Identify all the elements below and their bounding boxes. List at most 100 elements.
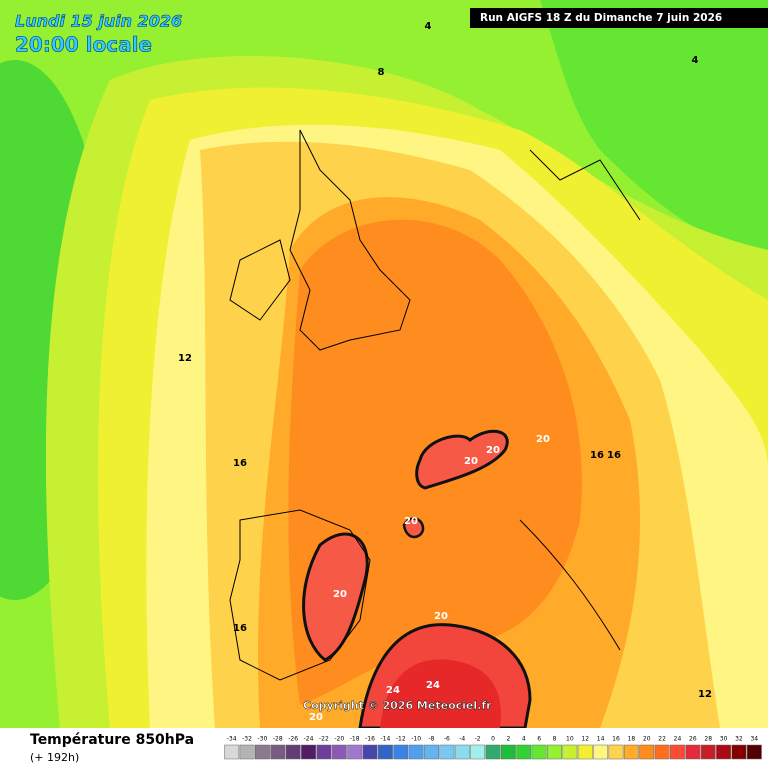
footer-subtitle: (+ 192h) [30,751,79,764]
legend-tick-label: 16 [612,736,620,743]
legend-swatch [531,744,547,760]
legend-swatch [224,744,240,760]
legend-swatch [454,744,470,760]
coastline [289,129,411,351]
contour-20 [415,429,509,490]
legend-tick-label: 32 [735,736,743,743]
legend-swatch [623,744,639,760]
contour-label: 12 [698,689,712,700]
legend-tick-label: -10 [411,736,421,743]
legend-swatch [362,744,378,760]
coastline [229,239,291,321]
legend-swatch [547,744,562,760]
legend-tick-label: 0 [491,736,495,743]
contour-label: 8 [378,67,385,78]
legend-tick-label: 22 [658,736,666,743]
legend-tick-label: 14 [597,736,605,743]
coastlines [229,129,641,681]
legend-swatch [239,744,255,760]
legend-tick-label: -24 [304,736,314,743]
legend-swatch [516,744,532,760]
contour-label: 20 [333,589,347,600]
legend-tick-label: 12 [581,736,589,743]
legend-swatch [562,744,578,760]
legend-swatch [700,744,716,760]
legend-tick-label: -20 [334,736,344,743]
copyright: Copyright © 2026 Meteociel.fr [303,699,492,712]
legend-swatch [408,744,424,760]
legend-swatch [485,744,501,760]
contour-label: 16 [233,623,247,634]
legend-swatch [639,744,655,760]
legend-swatch [393,744,409,760]
contour-label: 16 [233,458,247,469]
legend-tick-label: 34 [750,736,758,743]
contour-label: 24 [386,685,400,696]
legend-swatch [654,744,670,760]
legend-swatch [593,744,609,760]
color-legend: -34 -32 -30 -28 -26 -24 -22 -20 -18 -16 -14 -12 -10-… [224,736,762,760]
legend-swatch [254,744,270,760]
legend-tick-label: 30 [720,736,728,743]
legend-tick-label: -12 [396,736,406,743]
legend-tick-label: -28 [273,736,283,743]
legend-swatch [331,744,347,760]
legend-tick-label: -2 [475,736,481,743]
coastline [519,149,641,651]
run-box [470,8,768,28]
contour-label: 12 [178,353,192,364]
legend-swatch [731,744,747,760]
footer-title: Température 850hPa [30,732,194,748]
legend-swatch [316,744,332,760]
legend-swatch [301,744,316,760]
coastline [229,509,371,681]
legend-tick-label: 26 [689,736,697,743]
legend-tick-label: -4 [459,736,465,743]
legend-tick-label: 28 [704,736,712,743]
legend-tick-label: 18 [628,736,636,743]
contour-label: 20 [434,611,448,622]
contour-label: 20 [404,516,418,527]
legend-swatch [746,744,762,760]
contour-label: 24 [426,680,440,691]
legend-tick-label: -18 [350,736,360,743]
band-red [380,659,501,728]
legend-swatch [500,744,516,760]
legend-swatch [377,744,393,760]
legend-swatch [608,744,624,760]
legend-tick-label: 6 [537,736,541,743]
contour-label: 20 [486,445,500,456]
contour-20 [302,532,369,662]
run-label: Run AIGFS 18 Z du Dimanche 7 juin 2026 [480,12,722,24]
legend-swatch [424,744,439,760]
legend-swatch [270,744,286,760]
contour-20 [402,517,425,539]
legend-swatch [577,744,593,760]
legend-tick-label: -32 [242,736,252,743]
contour-label: 20 [464,456,478,467]
contour-label: 16 [590,450,604,461]
legend-swatch [285,744,301,760]
legend-swatch [439,744,455,760]
legend-swatch [670,744,685,760]
legend-tick-label: 24 [674,736,682,743]
contour-label: 4 [692,55,699,66]
legend-tick-label: -26 [288,736,298,743]
legend-tick-label: -34 [227,736,237,743]
legend-tick-label: -6 [444,736,450,743]
legend-swatch [470,744,486,760]
legend-tick-label: 8 [553,736,557,743]
legend-tick-label: -14 [380,736,390,743]
legend-tick-label: -8 [429,736,435,743]
band-green [540,0,768,260]
contour-label: 20 [536,434,550,445]
legend-swatch [716,744,732,760]
legend-tick-label: 4 [522,736,526,743]
legend-tick-label: -22 [319,736,329,743]
legend-swatch [685,744,701,760]
legend-tick-label: 10 [566,736,574,743]
legend-tick-label: -30 [258,736,268,743]
